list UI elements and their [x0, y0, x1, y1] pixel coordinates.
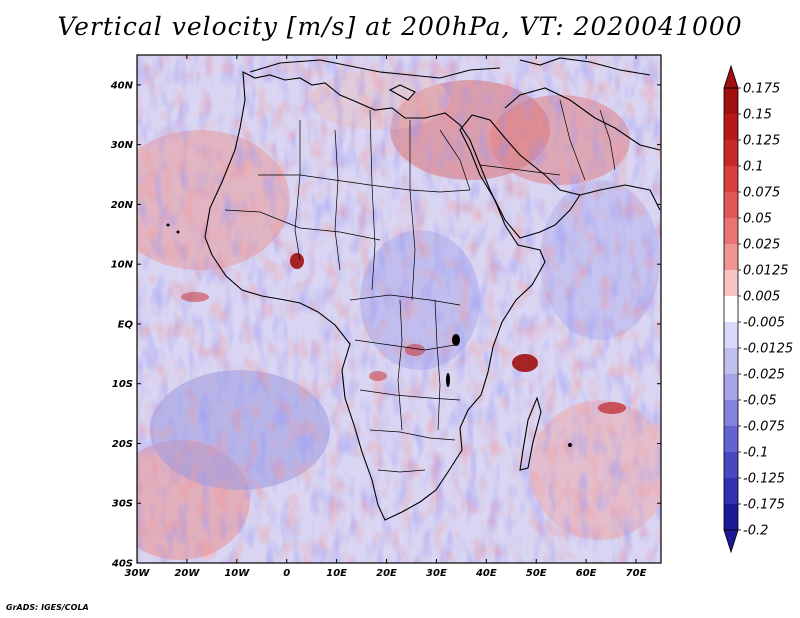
- colorbar-bin: [724, 452, 738, 479]
- colorbar-min-arrow: [723, 529, 739, 554]
- colorbar-bin: [724, 218, 738, 245]
- lat-tick-label: 30S: [112, 499, 133, 510]
- colorbar-label: 0.1: [743, 160, 764, 175]
- updraft-core: [405, 344, 425, 356]
- lat-tick-label: 20N: [111, 200, 134, 211]
- lon-tick-label: 10E: [326, 568, 347, 579]
- lat-tick-label: 10S: [112, 379, 133, 390]
- credit-label: GrADS: IGES/COLA: [6, 603, 89, 612]
- lon-tick-label: 30W: [125, 568, 151, 579]
- colorbar-bin: [724, 504, 738, 531]
- velocity-field: [137, 55, 661, 563]
- lat-tick-label: EQ: [118, 319, 134, 330]
- lat-tick-label: 40S: [111, 559, 133, 570]
- lon-tick-label: 20E: [376, 568, 397, 579]
- country-borders: [224, 99, 616, 473]
- lat-tick-label: 40N: [110, 80, 134, 91]
- colorbar-bin: [724, 426, 738, 453]
- colorbar-label: 0.025: [743, 238, 780, 253]
- updraft-core: [598, 402, 626, 414]
- lat-tick-label: 20S: [112, 439, 133, 450]
- colorbar-bin: [724, 270, 738, 297]
- updraft-core: [181, 292, 209, 302]
- map-frame: [136, 54, 662, 564]
- colorbar-label: 0.05: [743, 212, 772, 227]
- lon-tick-label: 10W: [224, 568, 250, 579]
- colorbar-label: -0.0125: [743, 342, 793, 357]
- colorbar-bin: [724, 192, 738, 219]
- colorbar-label: -0.025: [743, 368, 785, 383]
- colorbar-label: -0.2: [743, 524, 768, 539]
- lat-tick-label: 10N: [111, 260, 134, 271]
- colorbar-label: -0.1: [743, 446, 768, 461]
- lat-tick-label: 30N: [111, 140, 134, 151]
- colorbar-label: 0.075: [743, 186, 780, 201]
- lon-tick-label: 20W: [174, 568, 200, 579]
- colorbar-label: -0.125: [743, 472, 785, 487]
- colorbar-max-arrow: [723, 64, 739, 89]
- colorbar-label: -0.005: [743, 316, 785, 331]
- colorbar-frame: [723, 87, 739, 531]
- colorbar-bin: [724, 140, 738, 167]
- colorbar-bin: [724, 322, 738, 349]
- lon-tick-label: 40E: [475, 568, 497, 579]
- lakes-islands: [166, 223, 572, 447]
- lon-tick-label: 30E: [426, 568, 447, 579]
- coastlines: [204, 57, 661, 521]
- colorbar-label: 0.15: [743, 108, 772, 123]
- colorbar-label: -0.175: [743, 498, 785, 513]
- updraft-core: [290, 253, 304, 269]
- longitude-axis: 30W 20W 10W 0 10E 20E 30E 40E 50E 60E 70E: [125, 55, 647, 579]
- colorbar-bin: [724, 348, 738, 375]
- latitude-axis: 40N 30N 20N 10N EQ 10S 20S 30S 40S: [110, 80, 661, 570]
- colorbar-label: 0.125: [743, 134, 780, 149]
- colorbar-label: -0.05: [743, 394, 777, 409]
- lon-tick-label: 0: [283, 568, 290, 579]
- lon-tick-label: 70E: [626, 568, 647, 579]
- updraft-core: [512, 354, 538, 372]
- colorbar-label: 0.0125: [743, 264, 789, 279]
- colorbar-bin: [724, 400, 738, 427]
- colorbar-label: 0.175: [743, 82, 780, 97]
- updraft-core: [369, 371, 387, 381]
- colorbar-label: -0.075: [743, 420, 785, 435]
- lon-tick-label: 50E: [526, 568, 547, 579]
- colorbar-bin: [724, 88, 738, 115]
- lon-tick-label: 60E: [576, 568, 597, 579]
- colorbar-bin: [724, 296, 738, 323]
- colorbar-bin: [724, 244, 738, 271]
- map-title: Vertical velocity [m/s] at 200hPa, VT: 2…: [57, 12, 743, 41]
- colorbar: 0.175 0.15 0.125 0.1 0.075 0.05 0.025 0.0125 0.0…: [723, 64, 793, 554]
- colorbar-label: 0.005: [743, 290, 780, 305]
- colorbar-bin: [724, 114, 738, 141]
- colorbar-bin: [724, 478, 738, 505]
- colorbar-bin: [724, 374, 738, 401]
- colorbar-bin: [724, 166, 738, 193]
